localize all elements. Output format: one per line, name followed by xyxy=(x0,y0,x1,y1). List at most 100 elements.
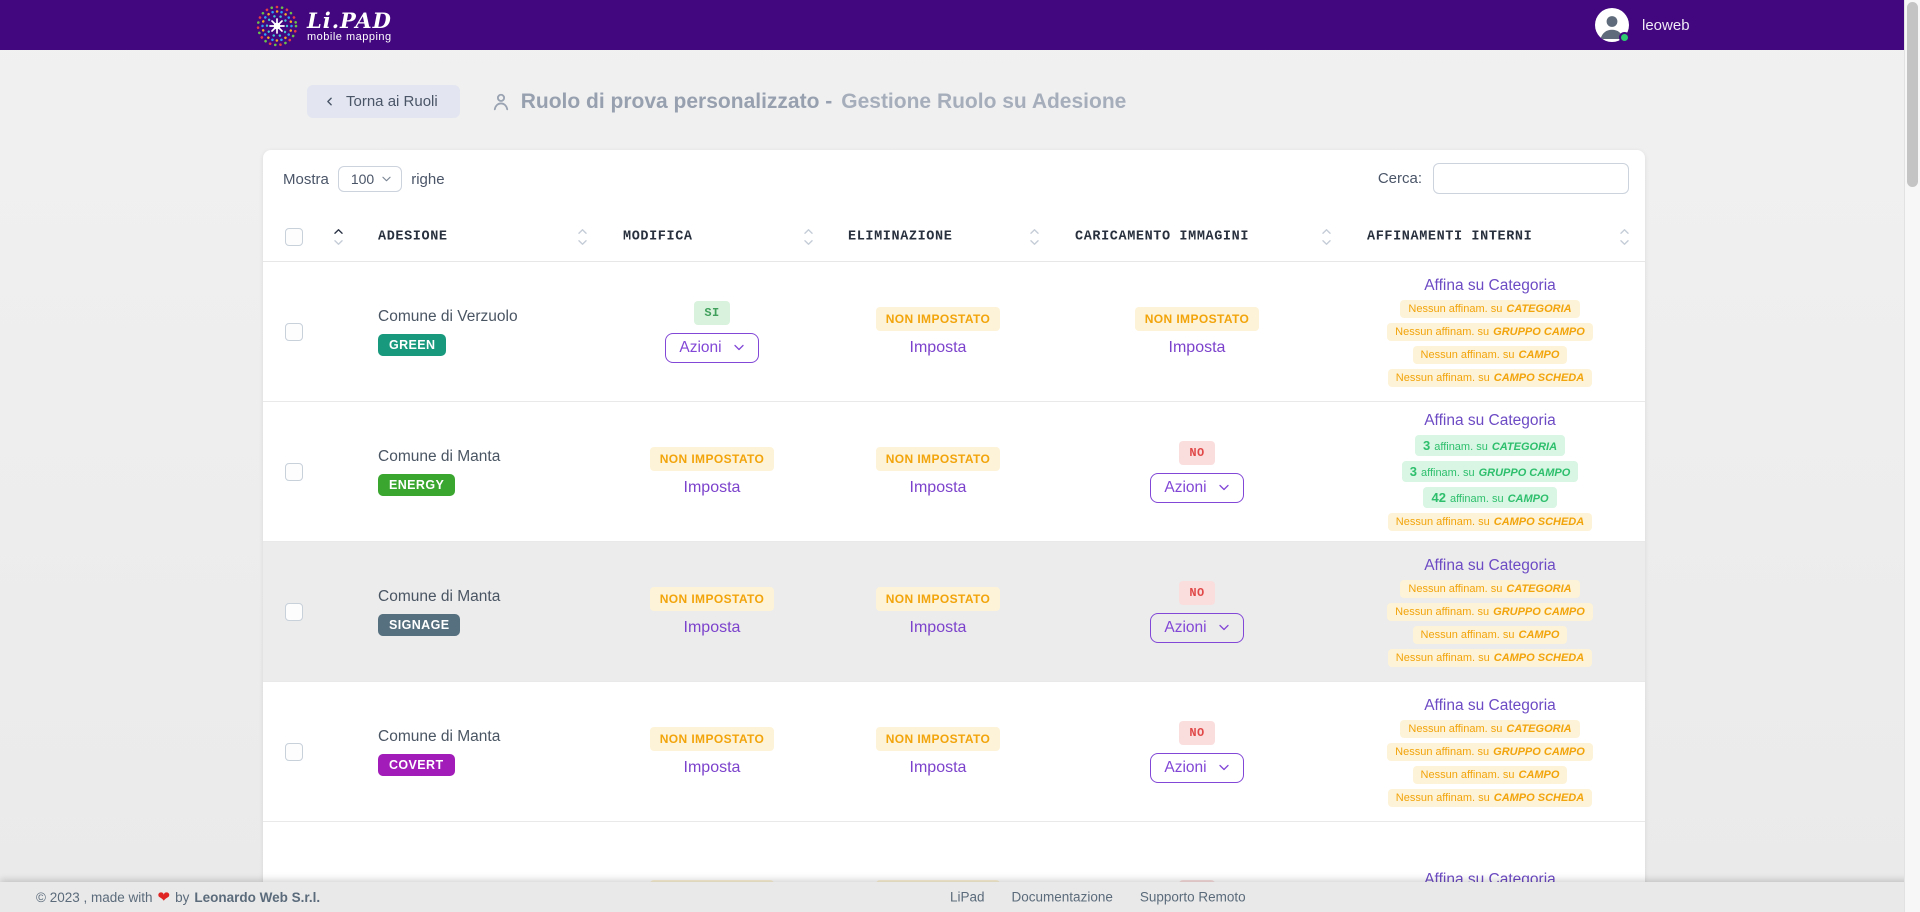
footer-link-documentazione[interactable]: Documentazione xyxy=(1011,889,1113,905)
online-status-dot xyxy=(1619,32,1630,43)
affinamento-prefix: Nessun affinam. su xyxy=(1395,745,1490,758)
affinamento-badge: Nessun affinam. su CATEGORIA xyxy=(1400,299,1580,318)
column-header-caricamento-immagini[interactable]: CARICAMENTO IMMAGINI xyxy=(1075,229,1250,244)
sort-control[interactable] xyxy=(803,227,814,246)
page-title: Ruolo di prova personalizzato - Gestione… xyxy=(490,90,1126,114)
footer-link-lipad[interactable]: LiPad xyxy=(950,889,985,905)
affinamento-badge: Nessun affinam. su GRUPPO CAMPO xyxy=(1387,322,1593,341)
footer-links: LiPad Documentazione Supporto Remoto xyxy=(950,890,1246,905)
modifica-cell: SI Azioni xyxy=(593,262,831,401)
person-icon xyxy=(493,93,508,110)
footer-copyright: © 2023 , made with ❤ by Leonardo Web S.r… xyxy=(36,888,320,906)
chevron-down-icon xyxy=(382,176,391,182)
table-header: ADESIONE MODIFICA ELIMINAZIONE CARICAMEN… xyxy=(263,212,1645,262)
azioni-dropdown[interactable]: Azioni xyxy=(665,332,759,363)
adesione-name: Comune di Verzuolo xyxy=(378,307,518,325)
chevron-down-icon xyxy=(1218,484,1229,491)
azioni-label: Azioni xyxy=(679,338,722,356)
copyright-text: © 2023 , made with xyxy=(36,889,153,905)
affinamento-badge: Nessun affinam. su CAMPO xyxy=(1412,765,1568,784)
app-logo[interactable]: Li.PAD mobile mapping xyxy=(255,4,392,48)
affinamento-badge: 3 affinam. su GRUPPO CAMPO xyxy=(1401,461,1579,482)
affinamento-badge: Nessun affinam. su CAMPO SCHEDA xyxy=(1387,788,1593,807)
scrollbar[interactable] xyxy=(1904,0,1920,912)
heart-icon: ❤ xyxy=(157,889,171,906)
affina-categoria-link[interactable]: Affina su Categoria xyxy=(1424,556,1556,574)
sort-control[interactable] xyxy=(577,227,588,246)
imposta-link[interactable]: Imposta xyxy=(909,338,967,356)
imposta-link[interactable]: Imposta xyxy=(909,478,967,496)
adesione-cell: Comune di Manta COVERT xyxy=(378,682,598,821)
affinamento-prefix: Nessun affinam. su xyxy=(1395,325,1490,338)
affinamento-count: 3 xyxy=(1422,438,1431,453)
imposta-link[interactable]: Imposta xyxy=(1168,338,1226,356)
sort-control[interactable] xyxy=(1619,227,1630,246)
search-input[interactable] xyxy=(1433,163,1629,194)
affinamento-prefix: Nessun affinam. su xyxy=(1395,516,1490,528)
azioni-label: Azioni xyxy=(1164,478,1207,496)
affinamento-keyword: CAMPO xyxy=(1518,628,1560,641)
affinamento-prefix: affinam. su xyxy=(1449,493,1504,505)
affinamento-badge: Nessun affinam. su CAMPO SCHEDA xyxy=(1387,648,1593,667)
footer-link-supporto-remoto[interactable]: Supporto Remoto xyxy=(1139,889,1246,905)
adesione-tag: GREEN xyxy=(378,333,447,356)
eliminazione-cell: NON IMPOSTATO Imposta xyxy=(819,682,1057,821)
chevron-down-icon xyxy=(1218,624,1229,631)
row-checkbox[interactable] xyxy=(285,322,303,341)
back-button[interactable]: Torna ai Ruoli xyxy=(307,85,460,118)
imposta-link[interactable]: Imposta xyxy=(683,758,741,776)
affina-categoria-link[interactable]: Affina su Categoria xyxy=(1424,412,1556,429)
row-checkbox[interactable] xyxy=(285,602,303,621)
select-all-checkbox[interactable] xyxy=(285,227,303,246)
affinamento-keyword: CATEGORIA xyxy=(1506,722,1572,735)
affinamento-keyword: CAMPO SCHEDA xyxy=(1493,516,1585,528)
sort-control[interactable] xyxy=(1321,227,1332,246)
affinamenti-cell: Affina su Categoria Nessun affinam. su C… xyxy=(1331,262,1645,401)
page-size-select[interactable]: 100 xyxy=(337,166,403,192)
adesione-cell: Comune di Manta SIGNAGE xyxy=(378,542,598,681)
back-button-label: Torna ai Ruoli xyxy=(346,93,438,110)
user-menu[interactable]: leoweb xyxy=(1595,8,1690,43)
column-header-modifica[interactable]: MODIFICA xyxy=(623,229,693,244)
affinamento-prefix: Nessun affinam. su xyxy=(1408,722,1503,735)
affinamento-keyword: CAMPO SCHEDA xyxy=(1493,651,1585,664)
azioni-label: Azioni xyxy=(1164,618,1207,636)
scrollbar-thumb[interactable] xyxy=(1907,2,1918,187)
affinamenti-cell: Affina su Categoria 3 affinam. su CATEGO… xyxy=(1331,402,1645,541)
caricamento-cell: NO Azioni xyxy=(1075,542,1319,681)
affinamento-prefix: Nessun affinam. su xyxy=(1395,371,1490,384)
column-header-eliminazione[interactable]: ELIMINAZIONE xyxy=(848,229,953,244)
caricamento-cell: NON IMPOSTATO Imposta xyxy=(1075,262,1319,401)
adesione-cell: Comune di Verzuolo GREEN xyxy=(378,262,598,401)
row-checkbox[interactable] xyxy=(285,742,303,761)
row-checkbox[interactable] xyxy=(285,462,303,481)
table-row: Comune di Manta SIGNAGE NON IMPOSTATO Im… xyxy=(263,542,1645,682)
affinamento-keyword: GRUPPO CAMPO xyxy=(1493,745,1585,758)
affinamento-prefix: Nessun affinam. su xyxy=(1408,302,1503,315)
show-label: Mostra xyxy=(283,170,329,188)
imposta-link[interactable]: Imposta xyxy=(909,758,967,776)
affinamento-badge: Nessun affinam. su CAMPO xyxy=(1412,625,1568,644)
affinamento-prefix: Nessun affinam. su xyxy=(1420,348,1515,361)
sort-control[interactable] xyxy=(1029,227,1040,246)
affinamento-badge: Nessun affinam. su CAMPO xyxy=(1412,345,1568,364)
logo-title: Li.PAD xyxy=(307,7,392,33)
adesione-tag: SIGNAGE xyxy=(378,613,461,636)
azioni-dropdown[interactable]: Azioni xyxy=(1150,752,1244,783)
status-badge: NON IMPOSTATO xyxy=(1134,306,1260,331)
affinamento-keyword: GRUPPO CAMPO xyxy=(1493,605,1585,618)
affinamento-keyword: GRUPPO CAMPO xyxy=(1478,467,1571,479)
azioni-dropdown[interactable]: Azioni xyxy=(1150,472,1244,503)
affina-categoria-link[interactable]: Affina su Categoria xyxy=(1424,276,1556,294)
imposta-link[interactable]: Imposta xyxy=(909,618,967,636)
imposta-link[interactable]: Imposta xyxy=(683,618,741,636)
sort-control[interactable] xyxy=(333,227,344,246)
column-header-adesione[interactable]: ADESIONE xyxy=(378,229,448,244)
affinamento-prefix: affinam. su xyxy=(1420,467,1475,479)
status-badge: NON IMPOSTATO xyxy=(875,446,1001,471)
column-header-affinamenti-interni[interactable]: AFFINAMENTI INTERNI xyxy=(1367,229,1533,244)
logo-burst-icon xyxy=(256,5,298,47)
azioni-dropdown[interactable]: Azioni xyxy=(1150,612,1244,643)
imposta-link[interactable]: Imposta xyxy=(683,478,741,496)
affina-categoria-link[interactable]: Affina su Categoria xyxy=(1424,696,1556,714)
